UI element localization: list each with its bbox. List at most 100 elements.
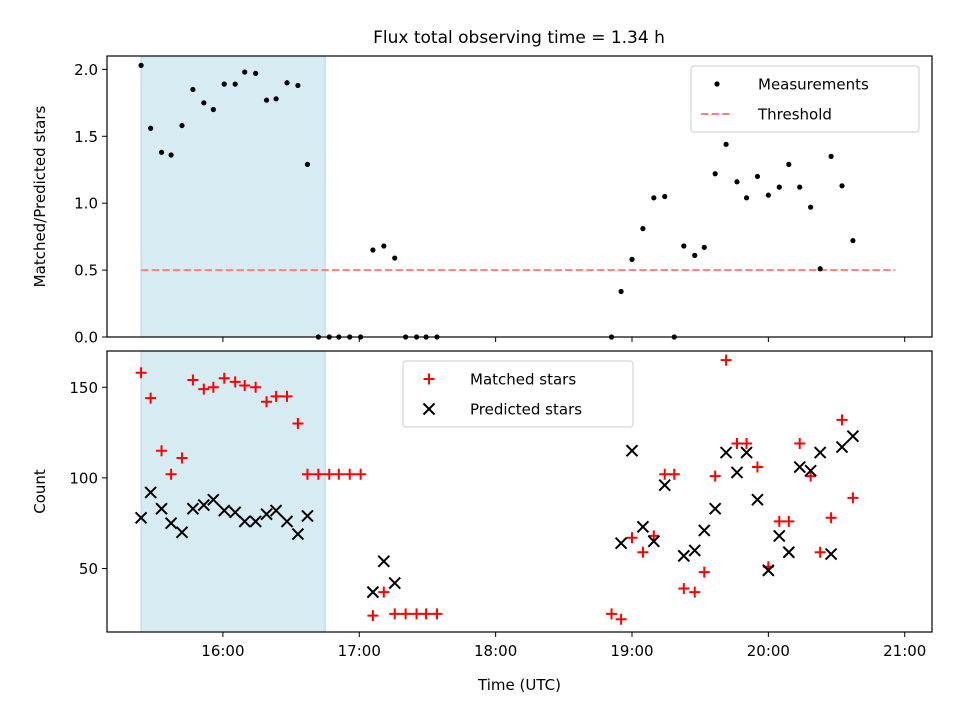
matched-stars-point	[698, 566, 710, 578]
predicted-stars-point	[793, 460, 806, 474]
legend-marker-dot	[714, 81, 720, 87]
matched-stars-point	[250, 381, 262, 393]
legend-label: Threshold	[757, 106, 832, 124]
measurement-point	[712, 171, 718, 177]
x-tick-label: 18:00	[474, 642, 517, 660]
measurement-point	[295, 82, 301, 89]
predicted-stars-point	[144, 486, 157, 499]
predicted-stars-point	[708, 502, 722, 515]
measurement-point	[381, 243, 387, 249]
predicted-stars-point	[155, 502, 168, 515]
matched-stars-point	[312, 468, 324, 480]
measurement-point	[850, 238, 856, 244]
matched-stars-point	[637, 546, 649, 558]
matched-stars-point	[431, 608, 443, 620]
matched-stars-point	[668, 468, 680, 480]
matched-stars-point	[825, 512, 837, 524]
predicted-stars-point	[301, 509, 314, 523]
predicted-stars-point	[677, 549, 691, 563]
measurement-point	[765, 192, 771, 198]
matched-stars-point	[847, 492, 859, 504]
matched-stars-point	[783, 515, 795, 527]
legend-marker-x	[422, 402, 436, 416]
matched-stars-point	[420, 608, 432, 620]
measurement-point	[370, 247, 376, 253]
matched-stars-point	[281, 390, 293, 402]
measurement-point	[138, 62, 144, 68]
predicted-stars-point	[804, 464, 817, 477]
matched-stars-point	[751, 461, 763, 473]
legend-box	[690, 65, 920, 133]
predicted-stars-point	[762, 564, 775, 577]
x-tick-label: 21:00	[883, 642, 926, 660]
legend-box	[402, 360, 634, 428]
matched-stars-point	[626, 532, 638, 544]
predicted-stars-point	[207, 493, 220, 506]
legend-label: Matched stars	[470, 371, 576, 389]
predicted-stars-point	[782, 546, 796, 559]
predicted-stars-point	[197, 498, 211, 512]
measurement-point	[242, 69, 248, 75]
predicted-stars-point	[134, 511, 148, 524]
matched-stars-point	[145, 392, 157, 404]
measurement-point	[828, 153, 834, 159]
measurement-point	[284, 80, 290, 86]
matched-stars-point	[292, 418, 304, 430]
matched-stars-point	[773, 515, 785, 527]
measurement-point	[190, 86, 196, 93]
measurement-point	[392, 255, 398, 261]
matched-stars-point	[615, 613, 627, 625]
measurement-point	[723, 141, 729, 147]
matched-stars-point	[187, 374, 199, 386]
measurement-point	[179, 122, 185, 129]
y-tick-label: 0.5	[74, 262, 98, 280]
matched-stars-point	[333, 468, 345, 480]
matched-stars-point	[648, 530, 660, 542]
predicted-stars-point	[813, 446, 827, 459]
y-tick-label: 1.0	[74, 195, 98, 213]
x-tick-label: 16:00	[201, 642, 244, 660]
matched-stars-point	[606, 608, 618, 620]
x-tick-label: 19:00	[610, 642, 653, 660]
predicted-stars-point	[740, 446, 753, 459]
predicted-stars-point	[186, 502, 200, 515]
predicted-stars-point	[175, 526, 189, 539]
predicted-stars-point	[280, 515, 294, 528]
measurement-point	[817, 266, 823, 272]
predicted-stars-point	[751, 493, 764, 506]
axes-frame	[106, 350, 933, 633]
predicted-stars-point	[377, 555, 391, 568]
matched-stars-point	[218, 372, 230, 384]
y-tick-label: 100	[69, 469, 98, 487]
predicted-stars-point	[846, 429, 860, 443]
matched-stars-point	[805, 470, 817, 482]
predicted-stars-point	[636, 520, 650, 534]
predicted-stars-point	[249, 515, 262, 528]
matched-stars-point	[678, 582, 690, 594]
measurement-point	[681, 243, 687, 249]
matched-stars-point	[378, 586, 390, 598]
predicted-stars-point	[698, 524, 711, 537]
predicted-stars-point	[614, 536, 628, 550]
y-axis-label: Count	[31, 469, 49, 514]
measurement-point	[304, 161, 311, 167]
predicted-stars-point	[228, 506, 242, 519]
measurement-point	[640, 226, 646, 232]
predicted-stars-point	[773, 529, 786, 543]
matched-stars-point	[355, 468, 367, 480]
predicted-stars-point	[625, 444, 639, 457]
matched-stars-point	[207, 381, 219, 393]
predicted-stars-point	[719, 446, 733, 459]
matched-stars-point	[239, 379, 251, 391]
predicted-stars-point	[164, 517, 178, 530]
measurement-point	[201, 100, 207, 106]
measurement-point	[662, 193, 668, 200]
predicted-stars-point	[366, 585, 380, 599]
chart-title: Flux total observing time = 1.34 h	[373, 28, 665, 48]
predicted-stars-point	[647, 535, 661, 548]
matched-stars-point	[176, 452, 188, 464]
x-tick-label: 20:00	[747, 642, 790, 660]
predicted-stars-point	[658, 478, 671, 492]
legend-label: Measurements	[758, 76, 869, 94]
